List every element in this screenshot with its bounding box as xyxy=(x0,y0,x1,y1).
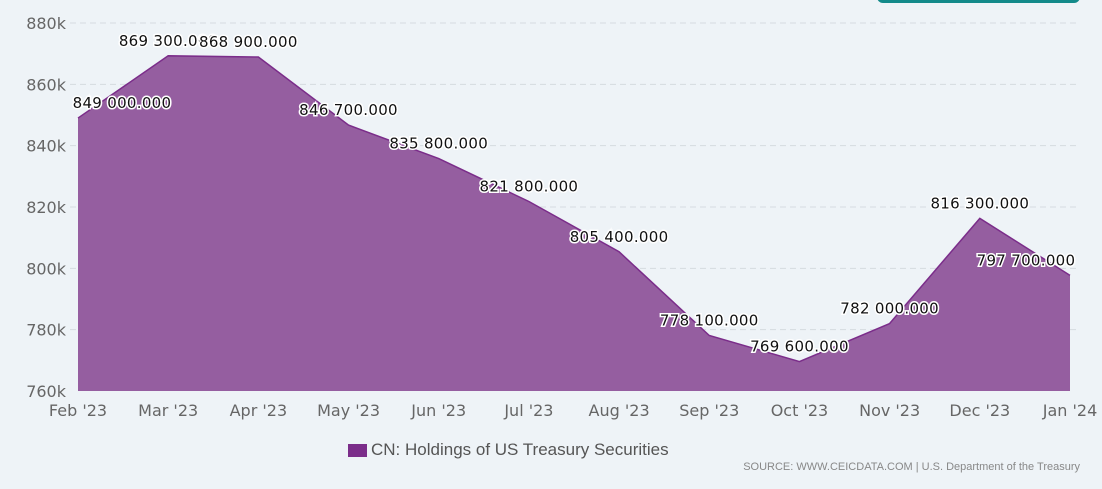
legend-label: CN: Holdings of US Treasury Securities xyxy=(371,440,669,459)
data-label: 778 100.000 xyxy=(660,311,759,329)
x-tick-label: Dec '23 xyxy=(949,401,1010,420)
source-note: SOURCE: WWW.CEICDATA.COM | U.S. Departme… xyxy=(743,461,1080,473)
x-tick-label: Aug '23 xyxy=(589,401,650,420)
x-tick-label: Oct '23 xyxy=(771,401,829,420)
data-label: 821 800.000 xyxy=(480,177,579,195)
y-tick-label: 760k xyxy=(26,382,67,401)
x-tick-label: Feb '23 xyxy=(49,401,107,420)
legend-swatch xyxy=(348,443,367,457)
y-tick-label: 880k xyxy=(26,14,67,33)
x-tick-label: Apr '23 xyxy=(230,401,288,420)
y-tick-label: 820k xyxy=(26,198,67,217)
data-label: 797 700.000 xyxy=(977,251,1076,269)
data-label: 846 700.000 xyxy=(299,101,398,119)
top-action-button[interactable] xyxy=(877,0,1080,3)
x-tick-label: Jul '23 xyxy=(503,401,553,420)
data-label: 869 300.000 xyxy=(119,32,218,50)
x-tick-label: May '23 xyxy=(317,401,380,420)
y-tick-label: 860k xyxy=(26,75,67,94)
y-tick-label: 780k xyxy=(26,321,67,340)
data-label: 782 000.000 xyxy=(840,300,939,318)
legend-item[interactable]: CN: Holdings of US Treasury Securities xyxy=(348,440,669,460)
data-label: 769 600.000 xyxy=(750,338,849,356)
data-label: 849 000.000 xyxy=(73,94,172,112)
data-label: 835 800.000 xyxy=(389,135,488,153)
series-line xyxy=(77,55,1071,363)
data-label: 868 900.000 xyxy=(199,33,298,51)
data-label: 805 400.000 xyxy=(570,228,669,246)
x-tick-label: Nov '23 xyxy=(859,401,920,420)
data-label: 816 300.000 xyxy=(930,194,1029,212)
x-tick-label: Mar '23 xyxy=(138,401,198,420)
x-tick-label: Sep '23 xyxy=(679,401,739,420)
series-area xyxy=(78,55,1070,392)
x-tick-label: Jan '24 xyxy=(1042,401,1098,420)
y-tick-label: 840k xyxy=(26,137,67,156)
x-tick-label: Jun '23 xyxy=(410,401,466,420)
y-tick-label: 800k xyxy=(26,259,67,278)
